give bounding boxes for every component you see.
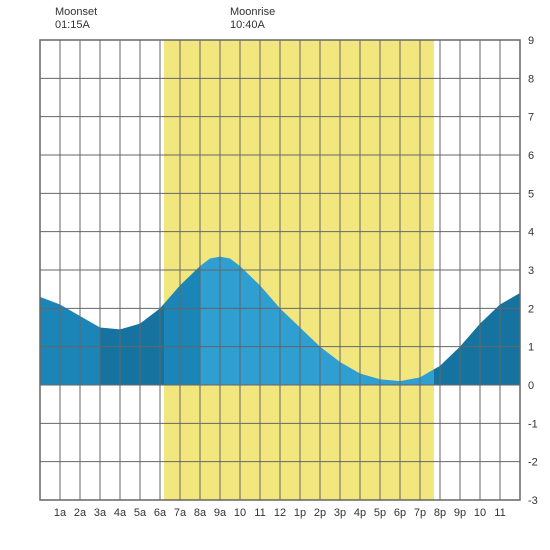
svg-text:0: 0: [528, 380, 534, 392]
svg-text:-1: -1: [528, 418, 538, 430]
svg-text:6: 6: [528, 150, 534, 162]
svg-text:4: 4: [528, 227, 534, 239]
svg-text:1a: 1a: [54, 507, 67, 519]
moonset-label: Moonset: [55, 6, 97, 19]
svg-text:8p: 8p: [434, 507, 446, 519]
svg-text:3: 3: [528, 265, 534, 277]
svg-text:3p: 3p: [334, 507, 346, 519]
svg-text:2p: 2p: [314, 507, 326, 519]
svg-text:-2: -2: [528, 457, 538, 469]
moonset-annotation: Moonset 01:15A: [55, 6, 97, 32]
svg-text:-3: -3: [528, 495, 538, 507]
svg-text:1: 1: [528, 342, 534, 354]
svg-text:10: 10: [474, 507, 486, 519]
svg-text:11: 11: [254, 507, 265, 519]
svg-text:7p: 7p: [414, 507, 426, 519]
svg-text:5p: 5p: [374, 507, 386, 519]
svg-text:10: 10: [234, 507, 246, 519]
svg-text:1p: 1p: [294, 507, 306, 519]
svg-text:4a: 4a: [114, 507, 127, 519]
svg-text:3a: 3a: [94, 507, 107, 519]
svg-text:9p: 9p: [454, 507, 466, 519]
svg-text:9: 9: [528, 35, 534, 47]
chart-svg: -3-2-101234567891a2a3a4a5a6a7a8a9a101112…: [0, 0, 550, 550]
tide-chart: Moonset 01:15A Moonrise 10:40A -3-2-1012…: [0, 0, 550, 550]
svg-text:6p: 6p: [394, 507, 406, 519]
svg-text:2a: 2a: [74, 507, 87, 519]
moonrise-time: 10:40A: [230, 19, 275, 32]
svg-text:12: 12: [274, 507, 286, 519]
svg-text:7a: 7a: [174, 507, 187, 519]
moonrise-annotation: Moonrise 10:40A: [230, 6, 275, 32]
moonrise-label: Moonrise: [230, 6, 275, 19]
svg-text:11: 11: [494, 507, 505, 519]
svg-text:8: 8: [528, 73, 534, 85]
svg-text:9a: 9a: [214, 507, 227, 519]
svg-text:4p: 4p: [354, 507, 366, 519]
svg-text:5: 5: [528, 188, 534, 200]
svg-text:5a: 5a: [134, 507, 147, 519]
moonset-time: 01:15A: [55, 19, 97, 32]
svg-text:6a: 6a: [154, 507, 167, 519]
svg-text:8a: 8a: [194, 507, 207, 519]
svg-text:2: 2: [528, 303, 534, 315]
svg-text:7: 7: [528, 112, 534, 124]
